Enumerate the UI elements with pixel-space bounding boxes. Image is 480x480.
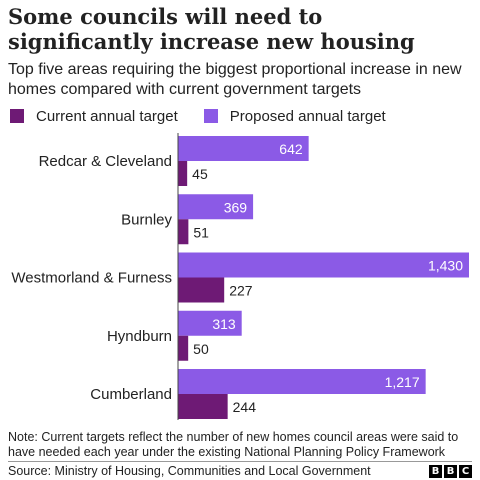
legend: Current annual target Proposed annual ta…: [10, 106, 412, 126]
bbc-logo: B B C: [427, 465, 472, 478]
bbc-logo-letter: B: [429, 465, 442, 478]
bar-proposed: [178, 310, 242, 336]
data-label-proposed: 1,217: [385, 374, 420, 390]
chart-note: Note: Current targets reflect the number…: [8, 430, 459, 459]
bar-chart: Redcar & Cleveland 642 45 Burnley 369 51 Westm…: [11, 133, 469, 420]
source-text: Source: Ministry of Housing, Communities…: [8, 464, 371, 478]
bar-proposed: [178, 136, 309, 161]
data-label-proposed: 1,430: [428, 258, 463, 274]
legend-swatch-proposed: [203, 109, 218, 123]
bar-current: [178, 277, 225, 303]
bar-current: [178, 335, 189, 361]
data-label-current: 51: [193, 224, 209, 240]
legend-label-current: Current annual target: [36, 107, 178, 125]
data-label-current: 45: [192, 166, 208, 182]
chart-subtitle: Top five areas requiring the biggest pro…: [8, 61, 462, 98]
legend-label-proposed: Proposed annual target: [229, 107, 386, 125]
bar-proposed: [178, 369, 426, 394]
category-label: Westmorland & Furness: [11, 270, 172, 287]
bar-proposed: [178, 252, 469, 278]
bbc-logo-letter: C: [459, 465, 472, 478]
legend-item-proposed: Proposed annual target: [203, 107, 386, 125]
data-label-current: 244: [233, 399, 257, 415]
data-label-proposed: 313: [212, 316, 236, 332]
legend-item-current: Current annual target: [10, 108, 178, 125]
bbc-logo-letter: B: [444, 465, 457, 478]
category-label: Burnley: [121, 211, 172, 228]
data-label-current: 50: [193, 341, 209, 357]
data-label-proposed: 369: [224, 199, 248, 215]
category-label: Hyndburn: [107, 328, 172, 345]
footer-divider: [8, 461, 472, 462]
data-label-proposed: 642: [279, 141, 303, 157]
data-label-current: 227: [229, 283, 253, 299]
bar-current: [178, 161, 188, 186]
chart-title: Some councils will need to significantly…: [8, 4, 415, 54]
legend-swatch-current: [10, 109, 24, 123]
bar-proposed: [178, 194, 254, 220]
bar-current: [178, 219, 189, 245]
category-label: Cumberland: [90, 386, 172, 403]
category-label: Redcar & Cleveland: [39, 153, 172, 170]
bar-current: [178, 394, 228, 419]
